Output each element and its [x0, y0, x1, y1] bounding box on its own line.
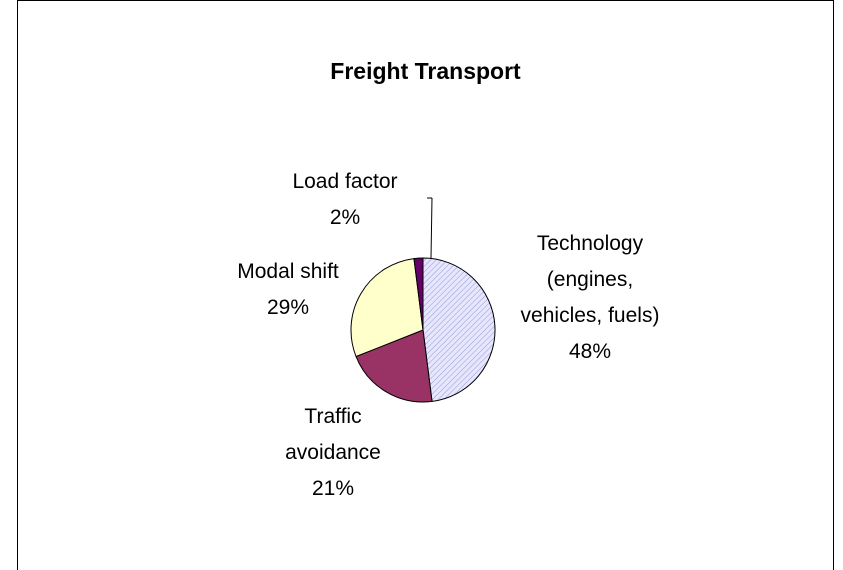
category-label: Technology (engines, vehicles, fuels)	[520, 232, 660, 327]
value-label: 48%	[568, 340, 612, 363]
value-label: 2%	[329, 206, 361, 229]
category-label: Modal shift	[237, 260, 339, 283]
pie-slice	[350, 258, 424, 358]
chart-title: Freight Transport	[330, 58, 521, 84]
category-label: Load factor	[292, 170, 398, 193]
category-label: Traffic avoidance	[285, 405, 381, 464]
slice-label: Traffic avoidance 21%	[273, 399, 393, 507]
value-label: 21%	[311, 477, 355, 500]
slice-label: Technology (engines, vehicles, fuels) 48%	[515, 226, 665, 370]
pie-slice	[422, 257, 496, 402]
value-label: 29%	[266, 296, 310, 319]
pie-slice	[355, 329, 433, 403]
slice-label: Modal shift 29%	[208, 254, 368, 326]
leader-line	[430, 197, 433, 259]
pie-slice	[413, 257, 424, 331]
slice-label: Load factor 2%	[265, 164, 425, 236]
